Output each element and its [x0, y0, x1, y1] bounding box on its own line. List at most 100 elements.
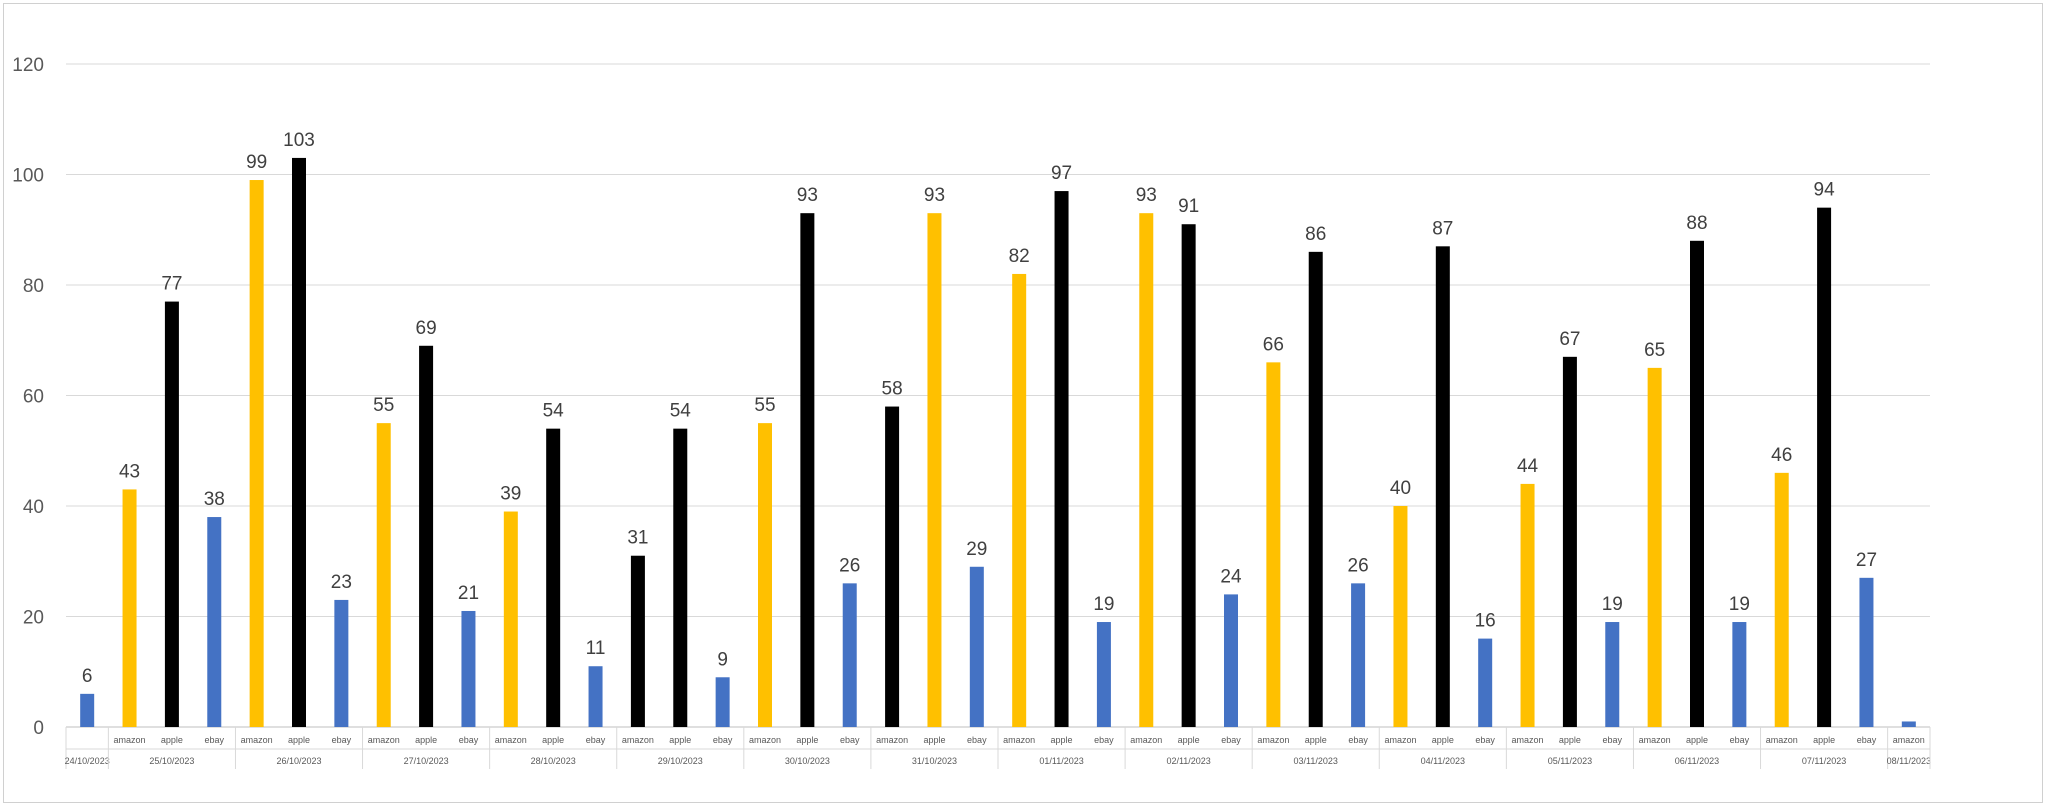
data-label: 11: [586, 638, 606, 659]
category-label: ebay: [586, 735, 606, 745]
category-label: apple: [1686, 735, 1708, 745]
bar-ebay: [1351, 583, 1366, 727]
bar-apple: [292, 157, 306, 728]
data-label: 94: [1814, 180, 1836, 201]
bar-amazon: [1520, 483, 1535, 727]
bar-ebay: [1096, 622, 1111, 727]
category-label: ebay: [1348, 735, 1368, 745]
data-label: 54: [543, 401, 565, 422]
date-label: 07/11/2023: [1802, 756, 1846, 766]
data-label: 23: [331, 572, 352, 593]
data-label: 26: [839, 555, 860, 576]
bar-apple: [1817, 207, 1832, 727]
data-label: 43: [119, 461, 140, 482]
category-label: apple: [1432, 735, 1454, 745]
category-label: apple: [542, 735, 564, 745]
data-label: 69: [416, 318, 437, 339]
data-label: 97: [1051, 163, 1072, 184]
bar-apple: [164, 301, 179, 727]
date-label: 30/10/2023: [785, 756, 830, 766]
bar-ebay: [461, 610, 476, 727]
category-label: ebay: [1475, 735, 1495, 745]
y-tick-label: 20: [23, 608, 44, 629]
y-tick-label: 40: [23, 497, 44, 518]
category-label: ebay: [459, 735, 479, 745]
data-label: 38: [204, 489, 225, 510]
data-label: 67: [1559, 329, 1580, 350]
date-label: 02/11/2023: [1166, 756, 1210, 766]
category-label: apple: [923, 735, 945, 745]
bar-ebay: [334, 599, 349, 727]
category-label: apple: [1051, 735, 1073, 745]
bar-amazon: [376, 423, 391, 727]
data-label: 93: [1136, 185, 1157, 206]
bar-ebay: [1224, 594, 1238, 727]
bar-apple: [630, 555, 645, 727]
bar-ebay: [80, 693, 95, 727]
date-label: 06/11/2023: [1675, 756, 1719, 766]
category-label: ebay: [840, 735, 860, 745]
category-label: apple: [796, 735, 818, 745]
bar-ebay: [207, 517, 222, 727]
bar-amazon: [1139, 213, 1154, 728]
data-label: 26: [1348, 555, 1369, 576]
data-label: 93: [797, 185, 818, 206]
data-label: 91: [1178, 196, 1199, 217]
date-label: 08/11/2023: [1887, 756, 1931, 766]
category-label: amazon: [1512, 735, 1544, 745]
category-label: ebay: [1603, 735, 1623, 745]
bar-ebay: [1478, 638, 1493, 727]
data-label: 77: [161, 274, 182, 295]
data-label: 24: [1220, 566, 1242, 587]
category-label: amazon: [1003, 735, 1035, 745]
y-tick-label: 100: [12, 166, 44, 187]
date-label: 01/11/2023: [1039, 756, 1083, 766]
category-label: ebay: [1730, 735, 1750, 745]
data-label: 40: [1390, 478, 1411, 499]
bar-ebay: [1901, 721, 1916, 727]
category-label: amazon: [622, 735, 654, 745]
date-label: 04/11/2023: [1421, 756, 1465, 766]
data-label: 103: [283, 130, 315, 151]
data-label: 93: [924, 185, 945, 206]
bar-ebay: [588, 666, 603, 727]
category-label: ebay: [205, 735, 225, 745]
category-label: apple: [415, 735, 437, 745]
data-label: 44: [1517, 456, 1539, 477]
category-label: amazon: [114, 735, 146, 745]
bar-apple: [1181, 224, 1196, 727]
date-label: 31/10/2023: [912, 756, 957, 766]
data-label: 46: [1771, 445, 1792, 466]
y-tick-label: 60: [23, 387, 44, 408]
date-label: 26/10/2023: [276, 756, 321, 766]
bar-chart: 0 20 40 60 80 100 120 6 43 amazon 77 apple 38 ebay 99 a…: [12, 55, 1931, 769]
category-label: ebay: [1857, 735, 1877, 745]
data-label: 65: [1644, 340, 1665, 361]
bar-amazon: [1774, 472, 1789, 727]
data-label: 27: [1856, 550, 1877, 571]
category-label: ebay: [1094, 735, 1114, 745]
bar-amazon: [1012, 273, 1027, 727]
data-label: 6: [82, 666, 93, 687]
data-label: 19: [1093, 594, 1114, 615]
category-label: amazon: [749, 735, 781, 745]
bar-ebay: [715, 677, 730, 727]
category-label: apple: [288, 735, 310, 745]
date-label: 03/11/2023: [1294, 756, 1338, 766]
bar-ebay: [1732, 622, 1747, 727]
bar-ebay: [969, 566, 984, 727]
date-label: 27/10/2023: [404, 756, 449, 766]
data-label: 19: [1602, 594, 1623, 615]
data-label: 87: [1432, 218, 1453, 239]
category-label: apple: [1813, 735, 1835, 745]
bar-apple: [1054, 191, 1069, 727]
data-label: 86: [1305, 224, 1326, 245]
bar-apple: [1435, 246, 1450, 727]
data-label: 9: [717, 649, 728, 670]
data-label: 58: [882, 379, 903, 400]
category-label: apple: [669, 735, 691, 745]
date-label: 24/10/2023: [65, 756, 110, 766]
bar-ebay: [1605, 622, 1620, 727]
bar-amazon: [927, 213, 942, 728]
bar-apple: [1562, 356, 1577, 727]
